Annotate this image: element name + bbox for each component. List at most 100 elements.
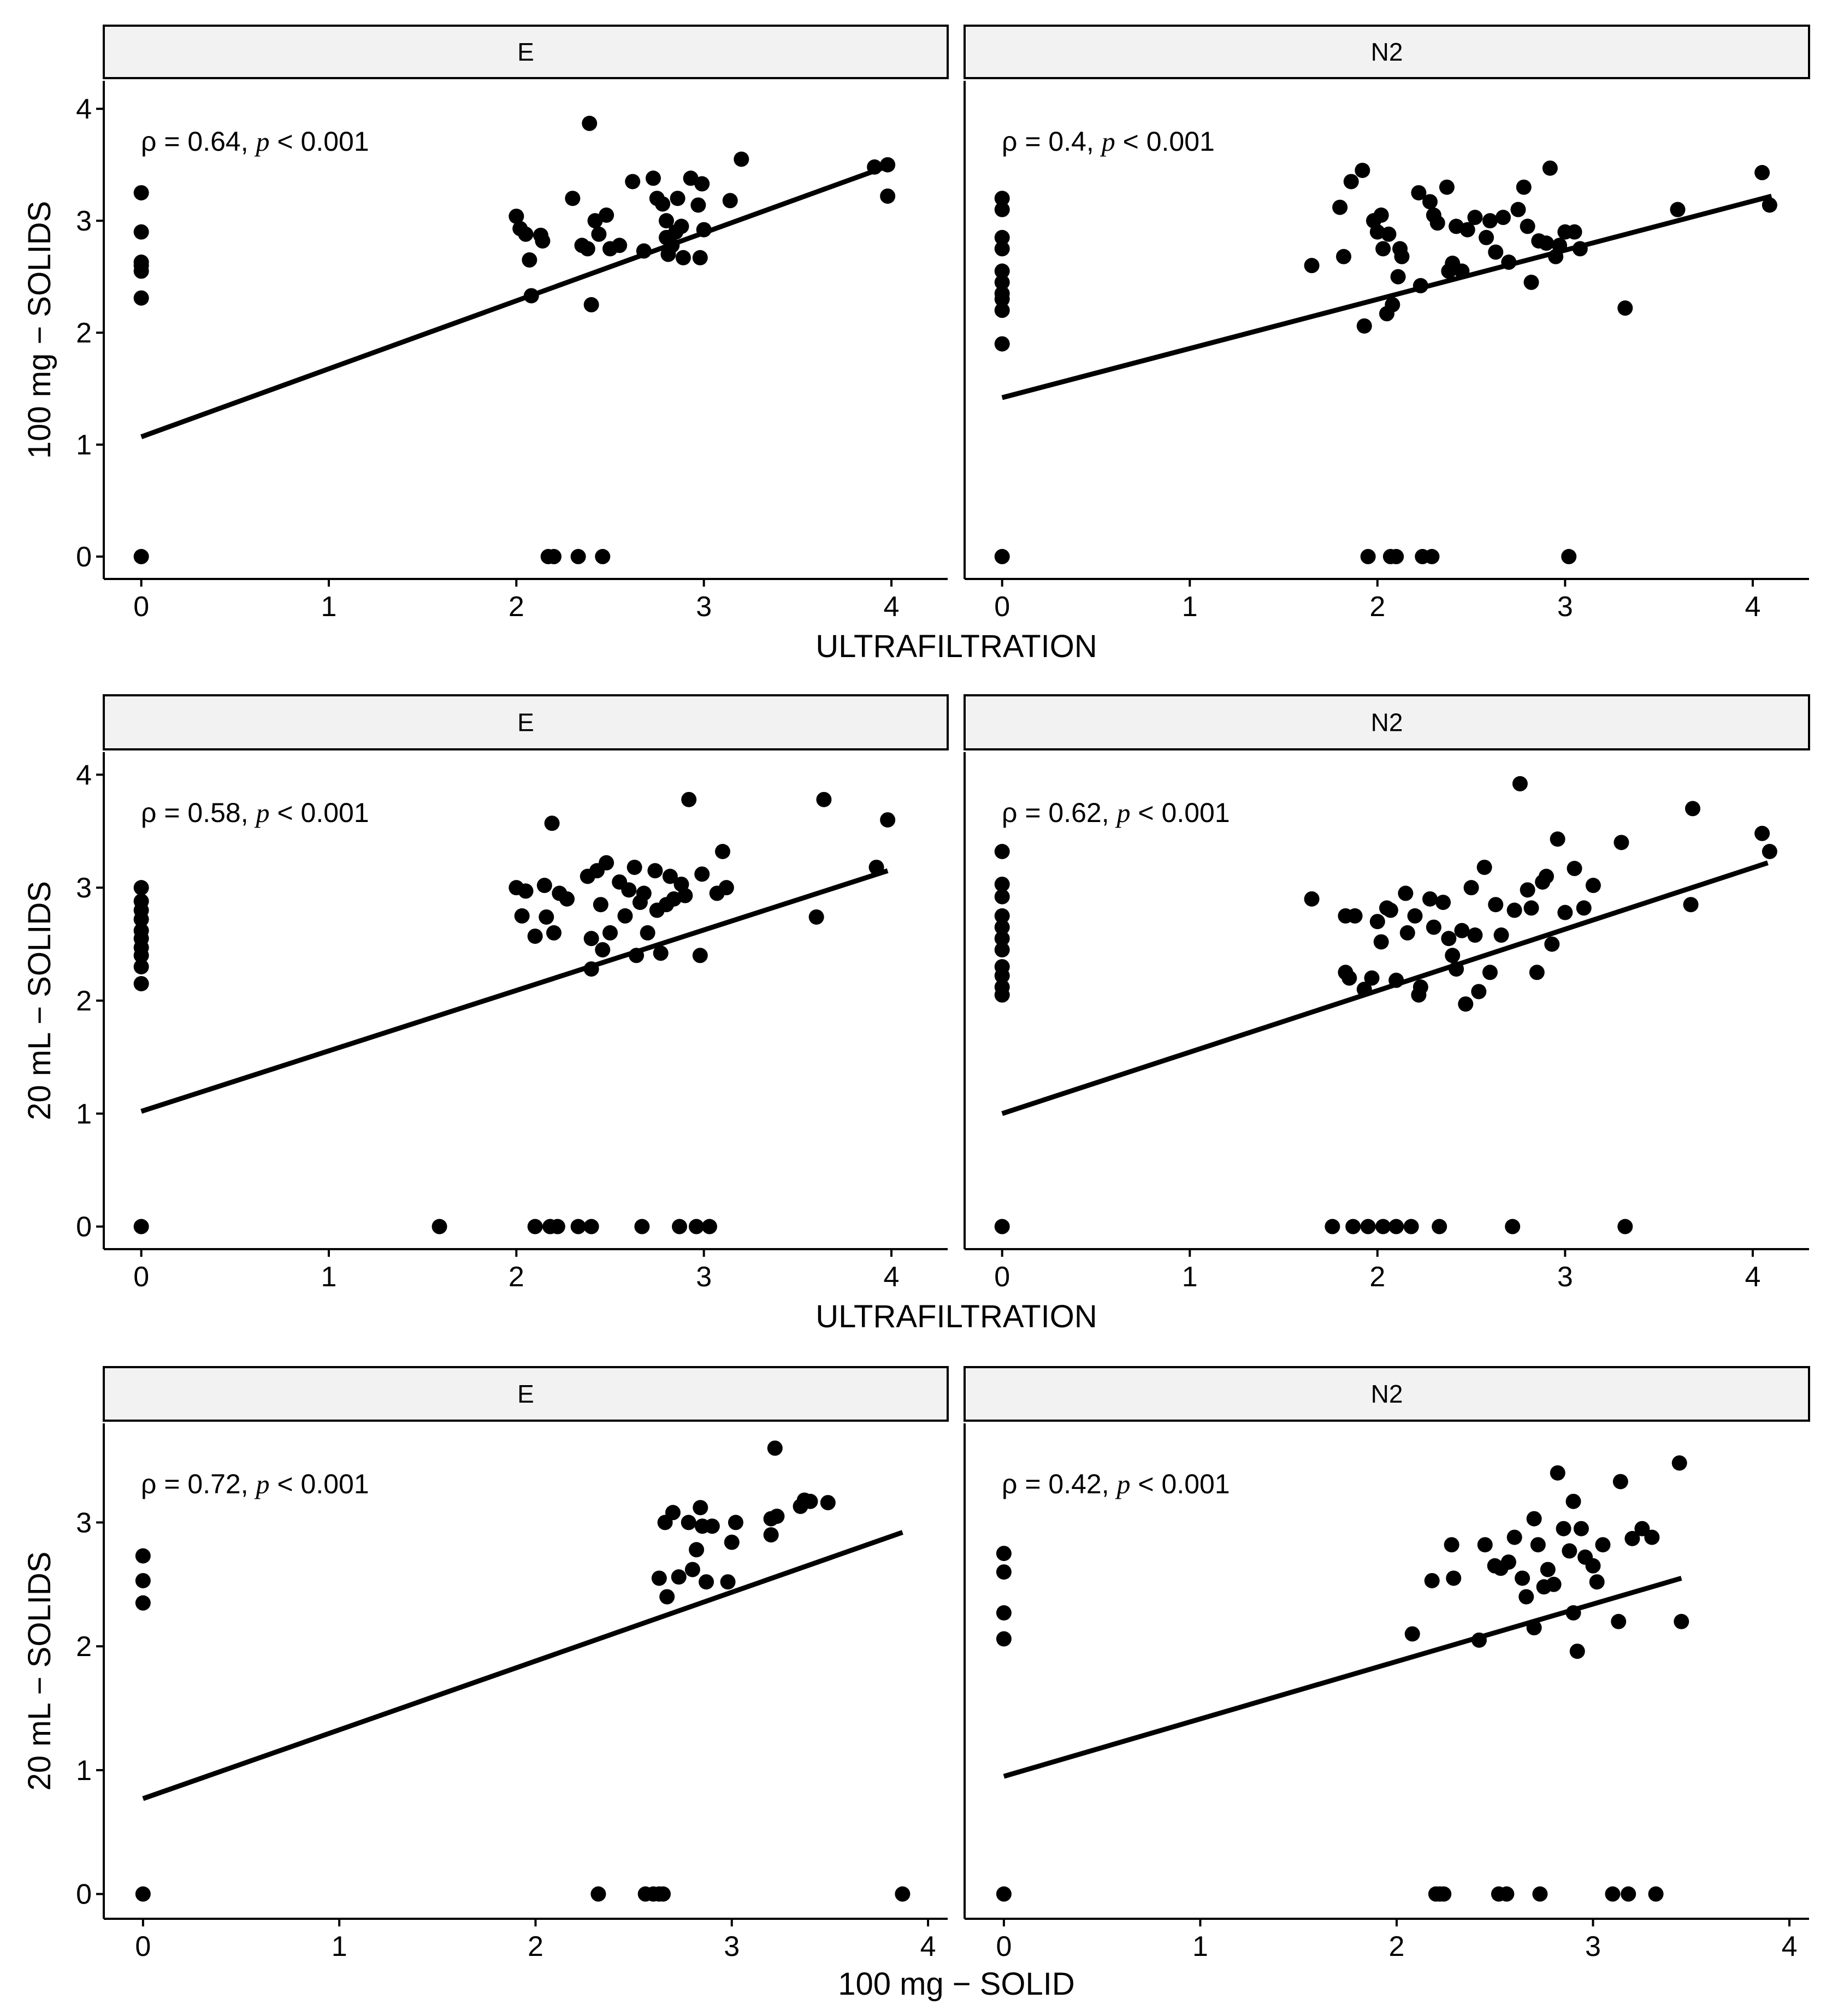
data-point [1683, 897, 1699, 913]
data-point [724, 1534, 740, 1550]
data-point [583, 1219, 599, 1234]
p-symbol: p [255, 797, 270, 828]
data-point [570, 549, 586, 565]
x-tick-label: 4 [884, 1261, 900, 1293]
panel-e: E 0 1 2 3 4 0 1 2 3 4 ρ = 0.64, p < 0.001 [76, 25, 949, 623]
x-tick-label: 2 [1369, 1261, 1385, 1293]
data-point [994, 291, 1010, 307]
y-tick-label: 4 [76, 759, 92, 791]
y-tick-label: 1 [76, 429, 92, 461]
data-point [1614, 835, 1629, 850]
data-point [996, 1546, 1012, 1562]
facet-strip [964, 1366, 1810, 1422]
data-point [1445, 948, 1461, 963]
p-value-text: < 0.001 [1131, 797, 1230, 828]
chart-row-2: 20 mL − SOLIDS ULTRAFILTRATION E 0 1 2 3 4 0 1 2 3 4… [22, 694, 1810, 1334]
data-point [1422, 891, 1438, 907]
data-point [647, 863, 663, 879]
panel-e: E 0 1 2 3 4 0 1 2 3 ρ = 0.72, p < 0.001 [76, 1366, 949, 1962]
data-point [1567, 861, 1582, 877]
y-tick-label: 2 [76, 985, 92, 1017]
data-point [1674, 1613, 1689, 1629]
y-axis-title: 20 mL − SOLIDS [22, 1552, 57, 1791]
data-point [665, 1505, 681, 1521]
data-point [133, 948, 149, 963]
data-point [1403, 1219, 1419, 1234]
panel-n2: N2 0 1 2 3 4 ρ = 0.42, p < 0.001 [964, 1366, 1810, 1962]
data-point [1612, 1474, 1628, 1489]
x-tick-label: 2 [509, 1261, 524, 1293]
data-point [645, 170, 661, 186]
data-point [681, 791, 697, 807]
data-point [570, 1219, 586, 1234]
data-point [602, 925, 618, 941]
data-point [684, 1562, 700, 1577]
data-point [675, 250, 691, 265]
data-point [1482, 213, 1498, 229]
data-point [1518, 1589, 1534, 1605]
data-point [1557, 904, 1573, 920]
facet-strip [964, 694, 1810, 750]
data-point [593, 897, 608, 913]
data-point [1369, 914, 1385, 930]
facet-strip-label: N2 [1371, 38, 1403, 66]
y-tick-label: 1 [76, 1098, 92, 1130]
data-point [518, 226, 534, 242]
data-point [994, 303, 1010, 318]
data-point [1325, 1219, 1340, 1234]
data-point [734, 151, 749, 167]
data-point [994, 844, 1010, 859]
x-tick-label: 1 [1182, 1261, 1198, 1293]
data-point [133, 912, 149, 927]
facet-strip [964, 25, 1810, 79]
data-point [994, 889, 1010, 904]
data-point [1356, 318, 1372, 334]
data-point [994, 263, 1010, 279]
data-point [1611, 1613, 1627, 1629]
data-point [527, 929, 543, 944]
data-point [133, 263, 149, 279]
facet-strip [103, 694, 949, 750]
data-point [133, 976, 149, 991]
data-point [659, 213, 674, 229]
data-point [996, 1605, 1012, 1621]
data-point [994, 876, 1010, 892]
x-axis-title: ULTRAFILTRATION [815, 1299, 1097, 1334]
data-point [580, 241, 595, 257]
data-point [1463, 880, 1479, 896]
data-point [1347, 908, 1363, 924]
data-point [1569, 1643, 1585, 1659]
data-point [1343, 174, 1359, 190]
x-tick-label: 2 [509, 591, 524, 623]
data-point [1634, 1521, 1650, 1536]
rho-text: ρ = 0.64, [141, 126, 256, 157]
data-point [590, 1886, 606, 1902]
x-tick-label: 2 [1369, 591, 1385, 623]
data-point [690, 197, 706, 213]
data-point [1364, 970, 1380, 986]
facet-strip-label: E [517, 708, 534, 737]
chart-row-1: 100 mg − SOLIDS ULTRAFILTRATION E 0 1 2 3 4 0 1 2 3… [22, 25, 1810, 664]
data-point [1505, 1219, 1521, 1234]
data-point [536, 878, 552, 894]
data-point [135, 1595, 151, 1611]
data-point [1670, 202, 1686, 217]
correlation-annotation: ρ = 0.62, p < 0.001 [1002, 797, 1230, 828]
data-point [994, 908, 1010, 924]
data-point [1441, 931, 1457, 947]
data-point [133, 549, 149, 565]
data-point [1394, 249, 1410, 264]
data-point [1390, 269, 1406, 285]
x-tick-label: 3 [1585, 1931, 1601, 1962]
data-point [135, 1886, 151, 1902]
x-tick-label: 2 [1389, 1931, 1405, 1962]
data-point [704, 1518, 720, 1534]
regression-line [140, 868, 889, 1114]
x-axis-title: 100 mg − SOLID [838, 1966, 1075, 2002]
regression-line [1003, 1576, 1682, 1779]
data-point [694, 866, 710, 882]
data-point [1360, 1219, 1376, 1234]
data-point [583, 931, 599, 947]
data-point [715, 844, 730, 859]
data-point [1412, 979, 1428, 995]
